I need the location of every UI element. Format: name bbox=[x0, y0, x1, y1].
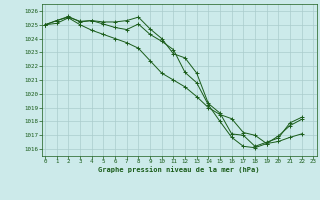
X-axis label: Graphe pression niveau de la mer (hPa): Graphe pression niveau de la mer (hPa) bbox=[99, 166, 260, 173]
